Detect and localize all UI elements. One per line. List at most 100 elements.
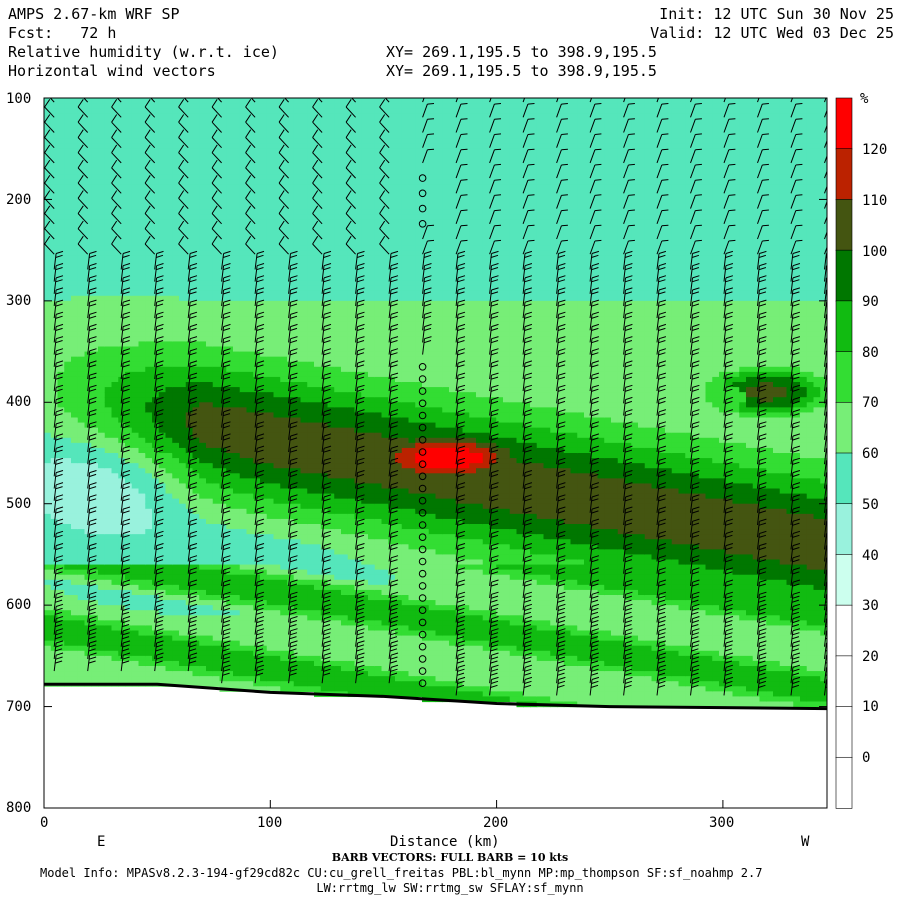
- rh-cell: [327, 518, 335, 525]
- rh-cell: [57, 554, 65, 561]
- rh-cell: [172, 275, 180, 282]
- rh-cell: [185, 184, 194, 190]
- rh-cell: [145, 265, 153, 272]
- rh-cell: [57, 473, 65, 479]
- rh-cell: [219, 346, 227, 353]
- rh-cell: [266, 174, 275, 180]
- rh-cell: [212, 382, 221, 388]
- rh-cell: [246, 300, 254, 307]
- rh-cell: [77, 554, 86, 561]
- rh-cell: [131, 265, 140, 272]
- rh-cell: [199, 473, 207, 479]
- rh-cell: [179, 478, 187, 485]
- rh-cell: [131, 290, 140, 297]
- rh-cell: [71, 600, 79, 606]
- rh-cell: [280, 432, 288, 439]
- rh-cell: [172, 184, 180, 190]
- rh-cell: [320, 539, 329, 545]
- rh-cell: [104, 574, 113, 581]
- rh-cell: [77, 513, 86, 520]
- rh-cell: [226, 574, 234, 581]
- rh-cell: [131, 214, 140, 221]
- rh-cell: [145, 559, 153, 566]
- rh-cell: [165, 605, 173, 611]
- rh-cell: [138, 447, 146, 454]
- rh-cell: [84, 270, 92, 277]
- rh-cell: [293, 341, 302, 348]
- rh-cell: [98, 442, 106, 449]
- rh-cell: [192, 579, 200, 586]
- rh-cell: [226, 189, 234, 195]
- rh-cell: [226, 387, 234, 393]
- rh-cell: [300, 229, 308, 236]
- rh-cell: [293, 219, 302, 226]
- rh-cell: [219, 650, 227, 657]
- rh-cell: [98, 513, 106, 520]
- rh-cell: [273, 508, 281, 515]
- rh-cell: [71, 194, 79, 201]
- rh-cell: [192, 260, 200, 266]
- rh-cell: [179, 660, 187, 667]
- rh-cell: [206, 153, 214, 160]
- rh-cell: [44, 179, 52, 185]
- rh-cell: [293, 290, 302, 297]
- rh-cell: [91, 427, 99, 434]
- rh-cell: [179, 610, 187, 616]
- rh-cell: [300, 508, 308, 515]
- rh-cell: [212, 285, 221, 292]
- rh-cell: [206, 158, 214, 165]
- rh-cell: [273, 290, 281, 297]
- rh-cell: [273, 503, 281, 510]
- rh-cell: [57, 336, 65, 343]
- rh-cell: [57, 118, 65, 124]
- rh-cell: [273, 214, 281, 221]
- rh-cell: [185, 153, 194, 160]
- rh-cell: [300, 250, 308, 256]
- rh-cell: [212, 224, 221, 231]
- rh-cell: [280, 524, 288, 530]
- rh-cell: [260, 503, 268, 510]
- rh-cell: [104, 564, 113, 571]
- rh-cell: [185, 189, 194, 195]
- rh-cell: [165, 666, 173, 672]
- rh-cell: [233, 660, 241, 667]
- rh-cell: [44, 660, 52, 667]
- rh-cell: [327, 468, 335, 474]
- rh-cell: [118, 194, 126, 201]
- rh-cell: [287, 676, 295, 682]
- rh-cell: [273, 655, 281, 662]
- rh-cell: [266, 280, 275, 287]
- rh-cell: [145, 660, 153, 667]
- rh-cell: [172, 316, 180, 322]
- rh-cell: [185, 118, 194, 124]
- rh-cell: [125, 427, 133, 434]
- rh-cell: [50, 199, 59, 206]
- rh-cell: [239, 589, 248, 596]
- rh-cell: [192, 163, 200, 170]
- rh-cell: [84, 240, 92, 246]
- rh-cell: [172, 214, 180, 221]
- rh-cell: [233, 407, 241, 414]
- rh-cell: [253, 392, 261, 398]
- rh-cell: [158, 625, 167, 632]
- rh-cell: [280, 437, 288, 444]
- rh-cell: [138, 133, 146, 140]
- rh-cell: [165, 539, 173, 545]
- rh-cell: [287, 199, 295, 206]
- rh-cell: [165, 376, 173, 383]
- rh-cell: [314, 681, 322, 687]
- rh-cell: [118, 255, 126, 261]
- rh-cell: [300, 234, 308, 241]
- rh-cell: [192, 270, 200, 277]
- rh-cell: [104, 671, 113, 677]
- rh-cell: [246, 645, 254, 652]
- rh-cell: [327, 417, 335, 424]
- rh-cell: [226, 174, 234, 180]
- rh-cell: [199, 189, 207, 195]
- rh-cell: [192, 376, 200, 383]
- rh-cell: [293, 326, 302, 332]
- rh-cell: [239, 620, 248, 627]
- rh-cell: [158, 356, 167, 363]
- rh-cell: [131, 113, 140, 119]
- rh-cell: [145, 666, 153, 672]
